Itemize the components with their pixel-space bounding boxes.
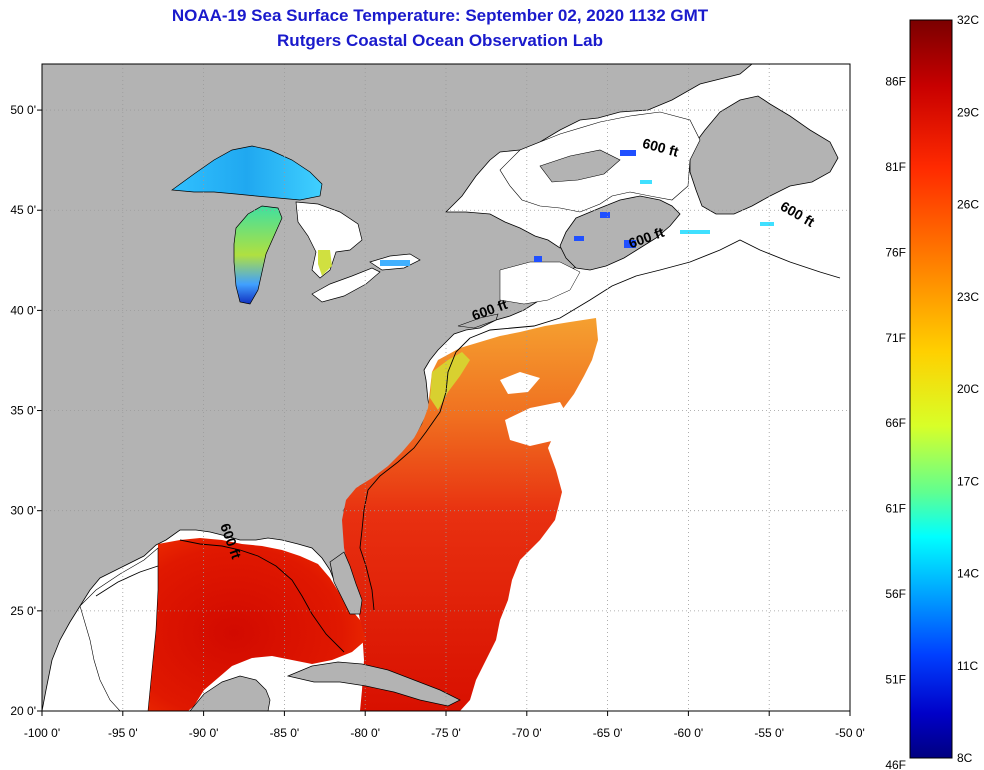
cloud-patch (500, 372, 540, 394)
lon-tick-label: -60 0' (674, 726, 704, 740)
land-florida (329, 551, 363, 615)
map-subtitle: Rutgers Coastal Ocean Observation Lab (277, 31, 603, 50)
lon-tick-label: -95 0' (108, 726, 138, 740)
colorbar-celsius-label: 29C (957, 105, 979, 119)
colorbar-fahrenheit-label: 46F (885, 758, 906, 770)
lat-tick-label: 25 0' (10, 604, 36, 618)
sst-coastal-cool (430, 352, 470, 410)
lake-erie (311, 267, 381, 303)
gulf-st-lawrence-land (539, 149, 621, 183)
colorbar (909, 19, 953, 759)
colorbar-celsius-label: 11C (957, 659, 978, 673)
land-north-america (42, 64, 753, 711)
colorbar-fahrenheit-label: 86F (885, 75, 906, 89)
no-data-west-gulf (79, 547, 159, 711)
colorbar-celsius-label: 26C (957, 198, 979, 212)
graticule (42, 64, 850, 711)
colorbar-celsius-label: 20C (957, 382, 979, 396)
colorbar-celsius-labels: 32C 29C 26C 23C 20C 17C 14C 11C 8C (957, 13, 979, 765)
colorbar-celsius-label: 14C (957, 567, 979, 581)
lon-tick-label: -70 0' (512, 726, 542, 740)
colorbar-fahrenheit-labels: 86F 81F 76F 71F 66F 61F 56F 51F 46F (885, 75, 906, 770)
map-content (42, 64, 841, 711)
lat-tick-label: 20 0' (10, 704, 36, 718)
isobath-600ft (95, 239, 841, 653)
lon-tick-label: -80 0' (350, 726, 380, 740)
colorbar-fahrenheit-label: 81F (885, 160, 906, 174)
lat-tick-label: 45 0' (10, 203, 36, 217)
colorbar-celsius-label: 17C (957, 474, 979, 488)
colorbar-fahrenheit-label: 71F (885, 331, 906, 345)
lake-ontario-sst (380, 260, 410, 266)
colorbar-fahrenheit-label: 61F (885, 502, 906, 516)
lat-tick-label: 50 0' (10, 103, 36, 117)
lake-huron (295, 201, 363, 279)
lake-michigan (233, 205, 283, 305)
lon-tick-label: -55 0' (754, 726, 784, 740)
lon-tick-label: -50 0' (835, 726, 865, 740)
colorbar-fahrenheit-label: 51F (885, 672, 906, 686)
lake-huron-sst (318, 250, 332, 276)
colorbar-celsius-label: 23C (957, 290, 979, 304)
lon-tick-label: -90 0' (189, 726, 219, 740)
lat-tick-label: 30 0' (10, 504, 36, 518)
sst-cool-pixels (640, 180, 774, 234)
colorbar-fahrenheit-label: 76F (885, 245, 906, 259)
map-title: NOAA-19 Sea Surface Temperature: Septemb… (171, 6, 709, 25)
lon-tick-label: -65 0' (593, 726, 623, 740)
land-cuba (286, 661, 461, 707)
colorbar-fahrenheit-label: 66F (885, 416, 906, 430)
cloud-patch (505, 402, 570, 446)
lake-superior (171, 145, 323, 201)
land-maritimes (559, 195, 681, 271)
lon-tick-label: -100 0' (24, 726, 60, 740)
sst-gulf-of-mexico (146, 538, 366, 711)
colorbar-celsius-label: 8C (957, 751, 973, 765)
lat-tick-label: 40 0' (10, 303, 36, 317)
colorbar-celsius-label: 32C (957, 13, 979, 27)
land-long-island (457, 313, 499, 329)
lon-tick-label: -85 0' (270, 726, 300, 740)
land-yucatan (189, 675, 271, 711)
latitude-axis: 50 0' 45 0' 40 0' 35 0' 30 0' 25 0' 20 0' (10, 103, 42, 718)
sst-cold-pixels (534, 150, 636, 262)
lat-tick-label: 35 0' (10, 404, 36, 418)
land-newfoundland (689, 95, 839, 215)
colorbar-fahrenheit-label: 56F (885, 587, 906, 601)
lon-tick-label: -75 0' (431, 726, 461, 740)
longitude-axis: -100 0' -95 0' -90 0' -85 0' -80 0' -75 0' -70… (24, 711, 865, 740)
